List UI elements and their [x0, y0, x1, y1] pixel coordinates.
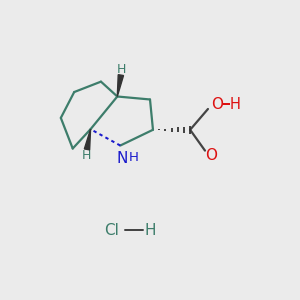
Text: O: O	[206, 148, 218, 163]
Text: H: H	[81, 149, 91, 162]
Text: H: H	[229, 97, 240, 112]
Text: H: H	[129, 152, 139, 164]
Text: H: H	[144, 223, 156, 238]
Text: Cl: Cl	[104, 223, 119, 238]
Text: N: N	[116, 152, 128, 166]
Text: O: O	[212, 97, 224, 112]
Text: H: H	[117, 63, 127, 76]
Polygon shape	[84, 129, 91, 150]
Polygon shape	[117, 75, 124, 97]
